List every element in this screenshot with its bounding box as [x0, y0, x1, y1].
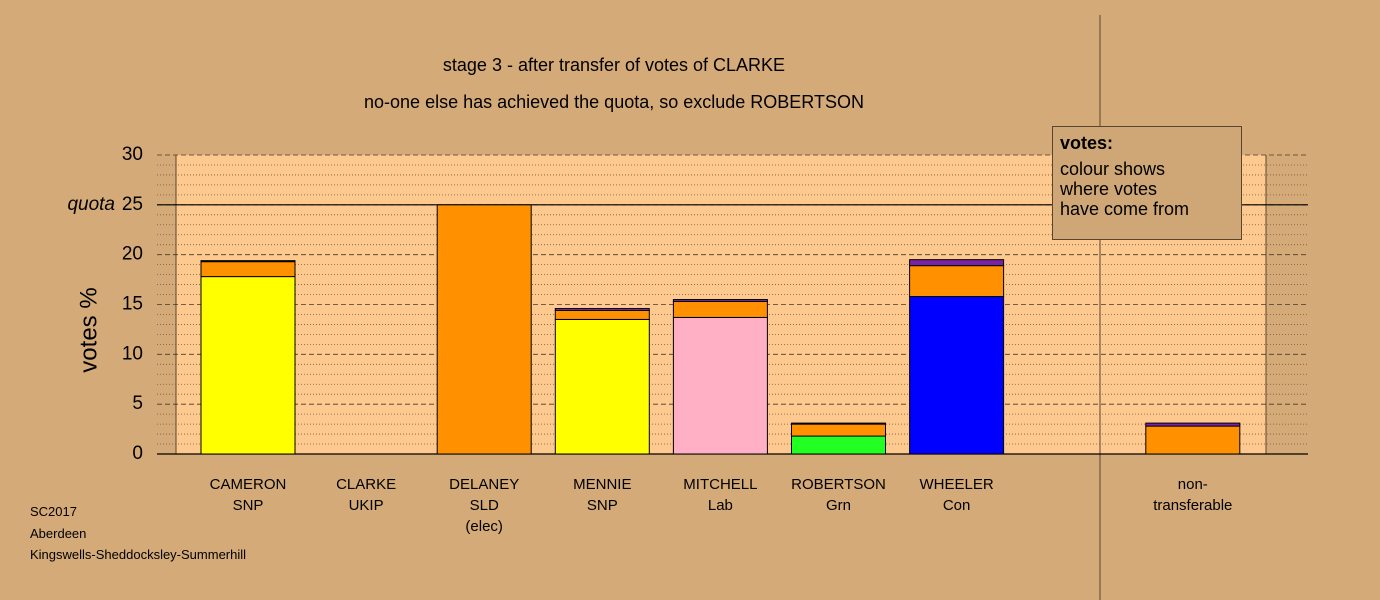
bar-segment — [909, 296, 1005, 455]
bar-segment — [909, 259, 1005, 267]
footer: Kingswells-Sheddocksley-Summerhill — [30, 547, 247, 562]
x-tick-label: ROBERTSON Grn — [791, 476, 886, 514]
bar-segment — [554, 307, 650, 311]
bar-segment — [1145, 422, 1241, 427]
bar-segment — [554, 318, 650, 455]
y-tick-label: 10 — [122, 343, 143, 364]
x-tick-label: DELANEY SLD (elec) — [449, 476, 520, 535]
bar-segment — [791, 435, 886, 455]
x-tick-label: MITCHELL Lab — [683, 476, 758, 514]
bar-segment — [1145, 425, 1241, 455]
y-tick-label: 20 — [122, 244, 143, 265]
bar-segment — [791, 423, 886, 437]
x-tick-label: non- transferable — [1153, 476, 1233, 514]
y-tick-label: 30 — [122, 144, 143, 165]
x-tick-label: MENNIE SNP — [573, 476, 632, 514]
quota-label: quota — [67, 194, 115, 215]
bar-segment — [672, 299, 768, 303]
legend-text: colour shows where votes have come from — [1060, 159, 1190, 219]
y-tick-label: 25 — [122, 194, 143, 215]
footer: Aberdeen — [30, 526, 87, 541]
bar-segment — [200, 260, 296, 263]
y-tick-label: 15 — [122, 294, 143, 315]
legend: votes: colour shows where votes have com… — [1052, 126, 1242, 240]
bar-segment — [672, 301, 768, 318]
bar-segment — [200, 261, 296, 278]
chart-title: stage 3 - after transfer of votes of CLA… — [443, 55, 785, 75]
x-tick-label: CLARKE UKIP — [336, 476, 397, 514]
bar-segment — [672, 316, 768, 455]
bar-segment — [791, 422, 886, 425]
footer: SC2017 — [30, 504, 77, 519]
x-tick-label: WHEELER Con — [919, 476, 994, 514]
y-tick-label: 0 — [132, 443, 143, 464]
y-tick-label: 5 — [132, 393, 143, 414]
bar-segment — [200, 276, 296, 455]
y-axis-label: votes % — [75, 287, 102, 372]
chart-subtitle: no-one else has achieved the quota, so e… — [364, 92, 864, 112]
x-tick-label: CAMERON SNP — [209, 476, 287, 514]
bar-segment — [436, 204, 532, 455]
bar-segment — [909, 265, 1005, 298]
legend-title: votes: — [1060, 133, 1114, 153]
bar-segment — [554, 309, 650, 320]
